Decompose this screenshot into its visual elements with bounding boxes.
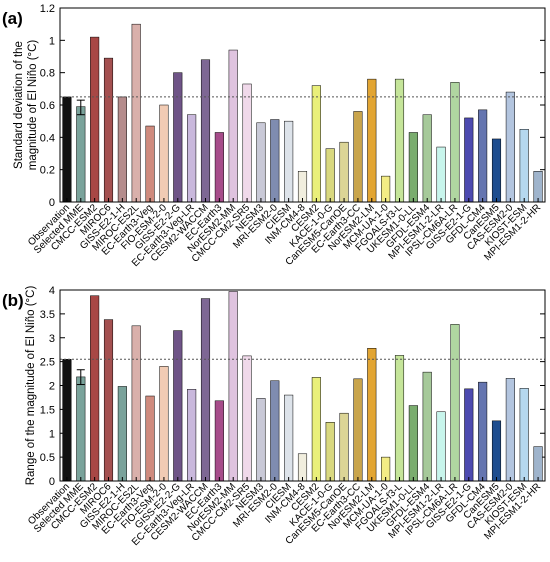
panel-label: (b) bbox=[2, 291, 24, 310]
bar bbox=[145, 125, 155, 203]
bar bbox=[117, 386, 127, 482]
bar bbox=[533, 171, 543, 203]
bar bbox=[187, 389, 197, 482]
bar bbox=[284, 394, 294, 482]
plot-frame bbox=[59, 7, 546, 203]
bar bbox=[533, 446, 543, 482]
y-tick-label: 2.5 bbox=[40, 357, 55, 369]
bar bbox=[173, 330, 183, 482]
bar bbox=[422, 371, 432, 482]
bar bbox=[325, 148, 335, 203]
chart-panel-a: (a) 0 0.2 0.4 0.6 0.8 1 1.2 Standard deviation o… bbox=[2, 3, 546, 269]
bar bbox=[491, 138, 502, 203]
plot-frame bbox=[59, 289, 546, 482]
bar bbox=[297, 171, 308, 203]
y-tick-label: 3 bbox=[49, 333, 55, 345]
bar bbox=[478, 109, 488, 203]
y-tick-label: 0.2 bbox=[40, 165, 55, 177]
bar bbox=[256, 398, 266, 482]
bar bbox=[200, 59, 211, 203]
bar bbox=[270, 380, 280, 482]
bar bbox=[145, 395, 155, 482]
y-tick-label: 3.5 bbox=[40, 309, 55, 321]
bar bbox=[464, 388, 474, 482]
bar bbox=[408, 405, 418, 482]
bar bbox=[90, 36, 100, 203]
panel-label: (a) bbox=[2, 9, 23, 28]
y-tick-label: 4 bbox=[49, 285, 55, 297]
y-tick-label: 0 bbox=[49, 476, 55, 488]
y-tick-label: 0.5 bbox=[40, 452, 55, 464]
bar bbox=[394, 355, 405, 482]
bar bbox=[325, 422, 335, 482]
bar bbox=[159, 104, 169, 203]
bar bbox=[256, 122, 266, 203]
bar bbox=[159, 366, 169, 482]
bar bbox=[131, 325, 141, 482]
y-tick-label: 1.2 bbox=[40, 3, 55, 15]
y-tick-label: 0 bbox=[49, 197, 55, 209]
bar bbox=[367, 348, 377, 482]
bar bbox=[311, 85, 321, 203]
bar bbox=[117, 96, 127, 203]
bar bbox=[187, 114, 197, 203]
bar bbox=[478, 381, 488, 482]
bar bbox=[519, 388, 529, 482]
y-tick-label: 1 bbox=[49, 35, 55, 47]
y-tick-label: 1 bbox=[49, 428, 55, 440]
bar bbox=[214, 132, 224, 203]
bar bbox=[353, 111, 363, 203]
bar bbox=[353, 378, 363, 482]
bar bbox=[519, 129, 529, 203]
y-tick-label: 1.5 bbox=[40, 404, 55, 416]
bar bbox=[408, 132, 418, 203]
bar bbox=[339, 141, 349, 203]
bar bbox=[214, 400, 224, 482]
y-axis-label: magnitude of El Niño (°C) bbox=[27, 40, 39, 171]
bar bbox=[242, 355, 252, 482]
bar bbox=[284, 120, 294, 203]
chart-panel-b: (b) 0 0.5 1 1.5 2 2.5 3 3.5 4 Range of the magnitu… bbox=[2, 285, 546, 548]
bar bbox=[505, 378, 515, 482]
bar bbox=[103, 57, 114, 203]
bar bbox=[505, 91, 515, 203]
bar bbox=[450, 324, 460, 482]
bar bbox=[76, 106, 86, 203]
bar bbox=[103, 319, 114, 482]
bar bbox=[450, 82, 460, 203]
bar bbox=[436, 411, 446, 482]
bar bbox=[200, 298, 211, 482]
bar bbox=[464, 117, 474, 203]
bar bbox=[62, 358, 72, 482]
y-axis-label: Standard deviation of the bbox=[13, 41, 25, 169]
bar bbox=[394, 78, 405, 203]
bar bbox=[367, 78, 377, 203]
bar bbox=[270, 119, 280, 203]
bar bbox=[436, 146, 446, 203]
bar bbox=[297, 453, 308, 482]
bar bbox=[76, 376, 86, 482]
y-tick-label: 0.4 bbox=[40, 132, 55, 144]
bar bbox=[62, 96, 72, 203]
y-axis-label: Range of the magnitude of El Niño (°C) bbox=[25, 286, 37, 486]
bar bbox=[131, 23, 141, 203]
bar bbox=[228, 49, 238, 203]
bar bbox=[90, 295, 100, 482]
bar bbox=[339, 412, 349, 482]
y-tick-label: 2 bbox=[49, 381, 55, 393]
y-tick-label: 0.8 bbox=[40, 68, 55, 80]
bar bbox=[311, 377, 321, 482]
bar bbox=[228, 291, 238, 482]
y-tick-label: 0.6 bbox=[40, 100, 55, 112]
bar bbox=[242, 83, 252, 203]
bar bbox=[422, 114, 432, 203]
bar bbox=[173, 72, 183, 203]
bar bbox=[491, 420, 502, 482]
